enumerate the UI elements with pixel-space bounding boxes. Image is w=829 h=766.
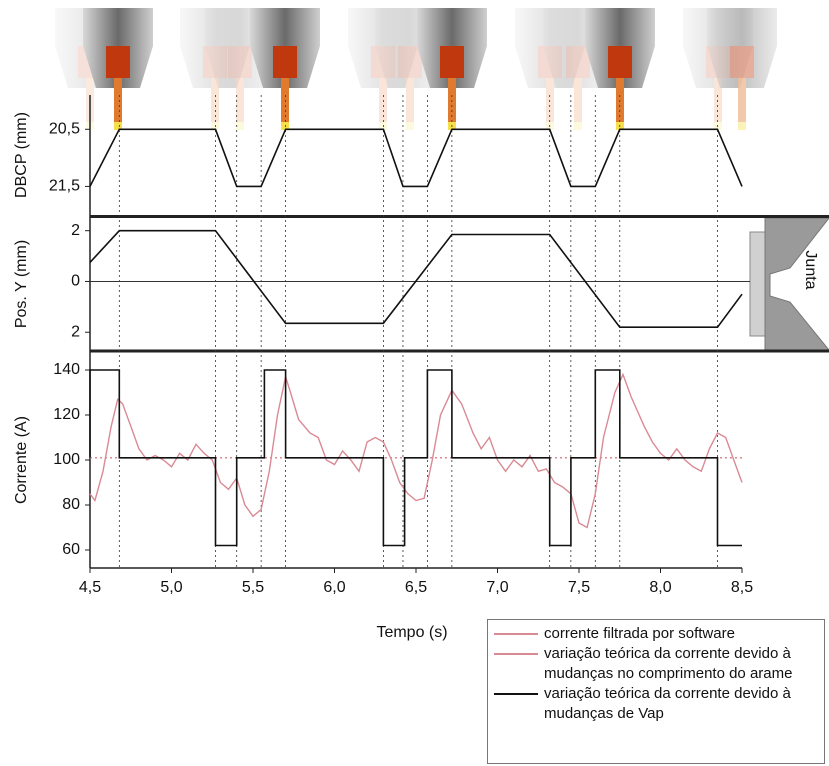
y-tick-label: 0 (71, 273, 80, 290)
legend-label: variação teórica da corrente devido à mu… (544, 685, 791, 722)
series-line (89, 372, 743, 529)
x-tick-label: 8,5 (731, 579, 753, 596)
y-tick-label: 80 (62, 496, 80, 513)
legend-entry: corrente filtrada por software (494, 624, 818, 644)
y-tick-label: 60 (62, 541, 80, 558)
y-tick-label: 2 (71, 222, 80, 239)
series-line (89, 128, 743, 188)
series-line (89, 369, 742, 547)
legend-entry: variação teórica da corrente devido à mu… (494, 644, 818, 684)
x-tick-label: 8,0 (649, 579, 671, 596)
torch-illustration (55, 8, 777, 130)
y-axis-label: Pos. Y (mm) (13, 240, 30, 328)
legend-entry: variação teórica da corrente devido à mu… (494, 684, 818, 724)
y-tick-label: 140 (53, 361, 80, 378)
x-tick-label: 7,5 (568, 579, 590, 596)
annotation: Junta (802, 250, 819, 289)
x-tick-label: 4,5 (79, 579, 101, 596)
x-tick-label: 6,0 (323, 579, 345, 596)
legend-swatch (494, 693, 538, 695)
legend-label: corrente filtrada por software (544, 625, 735, 642)
y-tick-label: 20,5 (49, 121, 80, 138)
x-tick-label: 5,0 (160, 579, 182, 596)
legend: corrente filtrada por software variação t… (487, 619, 825, 764)
x-tick-label: 6,5 (405, 579, 427, 596)
y-tick-label: 2 (71, 323, 80, 340)
legend-label: variação teórica da corrente devido à mu… (544, 645, 793, 682)
x-tick-label: 5,5 (242, 579, 264, 596)
y-axis-label: Corrente (A) (13, 416, 30, 504)
legend-swatch (494, 633, 538, 635)
x-tick-label: 7,0 (486, 579, 508, 596)
legend-swatch (494, 653, 538, 655)
y-tick-label: 21,5 (49, 178, 80, 195)
y-axis-label: DBCP (mm) (13, 112, 30, 198)
y-tick-label: 120 (53, 406, 80, 423)
y-tick-label: 100 (53, 451, 80, 468)
series-line (89, 229, 743, 328)
x-axis-label: Tempo (s) (376, 624, 447, 641)
